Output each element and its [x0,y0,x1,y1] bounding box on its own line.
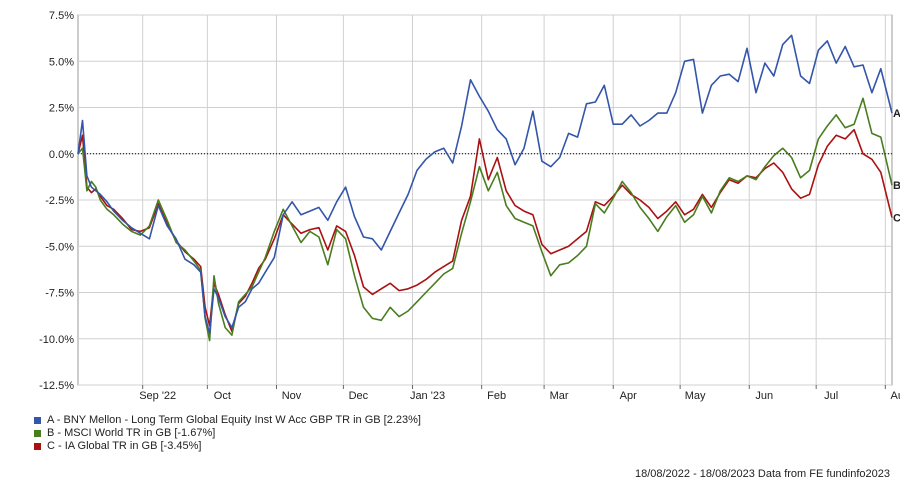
y-tick-label: 2.5% [49,103,74,115]
x-tick-label: Feb [487,390,506,402]
series-end-label-a: A [893,108,900,120]
y-tick-label: -7.5% [45,288,74,300]
axis-layer: 7.5% 5.0% 2.5% 0.0% -2.5% -5.0% -7.5% -10.0% -12… [39,10,900,402]
legend-item-c[interactable]: C - IA Global TR in GB [-3.45%] [34,440,421,453]
y-tick-label: 7.5% [49,10,74,22]
x-tick-label: Oct [214,390,231,402]
y-tick-label: -2.5% [45,195,74,207]
x-tick-label: Apr [620,390,637,402]
series-line-a [77,34,893,334]
x-tick-label: Jun [755,390,773,402]
x-tick-label: Jul [824,390,838,402]
legend-swatch-c [34,443,41,450]
x-tick-label: May [685,390,706,402]
x-tick-label: Aug [891,390,900,402]
chart-footer: 18/08/2022 - 18/08/2023 Data from FE fun… [635,468,890,480]
legend-label-a: A - BNY Mellon - Long Term Global Equity… [47,414,421,426]
y-tick-label: -5.0% [45,241,74,253]
y-tick-label: -12.5% [39,380,74,392]
legend-item-b[interactable]: B - MSCI World TR in GB [-1.67%] [34,427,421,440]
series-line-b [77,97,893,342]
series-layer [77,34,893,342]
y-tick-label: 5.0% [49,56,74,68]
legend-label-c: C - IA Global TR in GB [-3.45%] [47,440,202,452]
x-tick-label: Mar [550,390,569,402]
y-tick-label: 0.0% [49,149,74,161]
x-tick-label: Sep '22 [139,390,176,402]
chart-legend: A - BNY Mellon - Long Term Global Equity… [34,414,421,453]
footer-source: Data from FE fundinfo2023 [757,468,890,480]
x-tick-label: Nov [282,390,302,402]
x-tick-label: Dec [349,390,369,402]
legend-swatch-b [34,430,41,437]
y-tick-label: -10.0% [39,334,74,346]
legend-swatch-a [34,417,41,424]
footer-date-range: 18/08/2022 - 18/08/2023 [634,468,755,480]
series-end-label-c: C [893,213,900,225]
series-end-label-b: B [893,180,900,192]
legend-label-b: B - MSCI World TR in GB [-1.67%] [47,427,216,439]
legend-item-a[interactable]: A - BNY Mellon - Long Term Global Equity… [34,414,421,427]
x-tick-label: Jan '23 [410,390,445,402]
end-label-layer: A B C [893,108,900,225]
